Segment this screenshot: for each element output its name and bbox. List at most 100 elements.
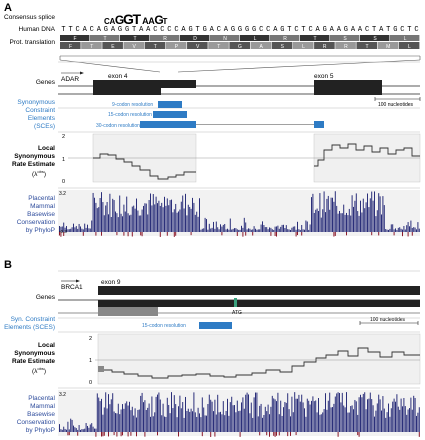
- cons-bar: [403, 397, 405, 432]
- sce-block-30: [140, 121, 196, 128]
- cons-bar: [313, 212, 315, 232]
- cons-bar: [299, 229, 301, 232]
- cons-bar: [77, 228, 79, 232]
- cons-bar: [74, 427, 76, 432]
- sce-block-b: [199, 322, 232, 329]
- rate-label-b-1: Local: [38, 342, 55, 349]
- cons-bar: [353, 206, 354, 232]
- cons-bar: [271, 395, 273, 432]
- cons-bar: [255, 392, 256, 432]
- cons-bar: [372, 405, 374, 432]
- cons-neg-bar: [333, 232, 335, 237]
- cons-bar: [388, 229, 389, 232]
- cons-bar: [292, 226, 294, 232]
- cons-bar: [288, 409, 290, 432]
- cons-bar: [201, 397, 203, 432]
- cons-bar: [263, 225, 265, 232]
- cons-bar: [241, 225, 242, 232]
- cons-neg-bar: [127, 432, 129, 437]
- cons-bar: [159, 205, 161, 232]
- cons-bar: [248, 228, 249, 232]
- cons-bar: [234, 405, 235, 432]
- cons-bar: [182, 402, 184, 432]
- cons-bar: [92, 192, 94, 232]
- cons-bar: [417, 412, 419, 432]
- cons-bar: [220, 411, 221, 432]
- cons-bar: [379, 399, 381, 432]
- cons-bar: [80, 429, 81, 432]
- cons-bar: [75, 428, 77, 432]
- cons-bar: [369, 198, 371, 232]
- cons-bar: [248, 394, 249, 432]
- cons-bar: [376, 210, 378, 232]
- cons-bar: [264, 227, 266, 232]
- cons-bar: [330, 197, 332, 232]
- cons-bar: [304, 408, 305, 432]
- cons-bar: [143, 205, 144, 232]
- cons-bar: [267, 404, 269, 432]
- cons-bar: [350, 406, 352, 432]
- sce-label-b-2: Elements (SCES): [4, 324, 55, 331]
- cons-bar: [173, 209, 175, 232]
- cons-bar: [221, 226, 223, 232]
- cons-bar: [115, 413, 116, 432]
- exon9-label: exon 9: [101, 279, 121, 286]
- codon-aa: D: [193, 36, 197, 42]
- cons-bar: [84, 223, 86, 232]
- cons-bar: [141, 209, 143, 232]
- cons-bar: [402, 229, 403, 232]
- codon-box: [300, 35, 330, 41]
- cons-bar: [102, 414, 104, 432]
- cons-bar: [249, 413, 251, 432]
- cons-bar: [89, 424, 91, 432]
- dna-base: T: [407, 26, 411, 34]
- cons-neg-bar: [131, 232, 133, 237]
- cons-bar: [385, 229, 387, 232]
- cons-bar: [323, 409, 325, 432]
- cons-bar: [305, 416, 307, 432]
- cons-bar: [64, 428, 66, 432]
- cons-neg-bar: [252, 232, 254, 236]
- cons-bar: [185, 396, 186, 432]
- codon-aa: G: [238, 44, 242, 50]
- cons-bar: [413, 395, 415, 432]
- cons-bar: [218, 229, 220, 232]
- cons-bar: [133, 415, 135, 432]
- dna-base: A: [379, 26, 384, 34]
- dna-base: C: [414, 26, 418, 34]
- cons-bar: [407, 222, 409, 232]
- cons-bar: [323, 191, 325, 232]
- cons-bar: [411, 409, 413, 432]
- cons-bar: [255, 228, 256, 232]
- cons-neg-bar: [378, 232, 380, 236]
- cons-bar: [200, 417, 202, 432]
- conservation-bars-b: [59, 392, 420, 437]
- codon-box: [180, 35, 210, 41]
- cons-bar: [280, 226, 282, 232]
- rate-label-b-3: Rate Estimate: [12, 358, 55, 365]
- dna-base: A: [83, 26, 88, 34]
- cons-bar: [137, 210, 139, 232]
- codon-aa: L: [254, 36, 257, 42]
- cons-bar: [187, 408, 189, 432]
- rate-label-2: Synonymous: [14, 153, 55, 160]
- cons-neg-bar: [120, 432, 122, 437]
- cons-bar: [253, 226, 255, 232]
- cons-bar: [127, 405, 129, 432]
- cons-bar: [360, 200, 361, 232]
- cons-bar: [119, 195, 121, 232]
- cons-label-b-1: Placental: [28, 395, 55, 402]
- dna-label: Human DNA: [19, 26, 56, 33]
- codon-box: [390, 35, 420, 41]
- cons-bar: [383, 408, 385, 432]
- sce-block-30b: [314, 121, 324, 128]
- cons-neg-bar: [130, 432, 132, 436]
- cons-bar: [397, 406, 399, 432]
- codon-box: [208, 42, 229, 49]
- cons-bar: [386, 229, 388, 232]
- codon-aa: E: [111, 44, 115, 50]
- cons-bar: [144, 203, 146, 232]
- cons-bar: [179, 209, 181, 232]
- cons-bar: [330, 407, 332, 432]
